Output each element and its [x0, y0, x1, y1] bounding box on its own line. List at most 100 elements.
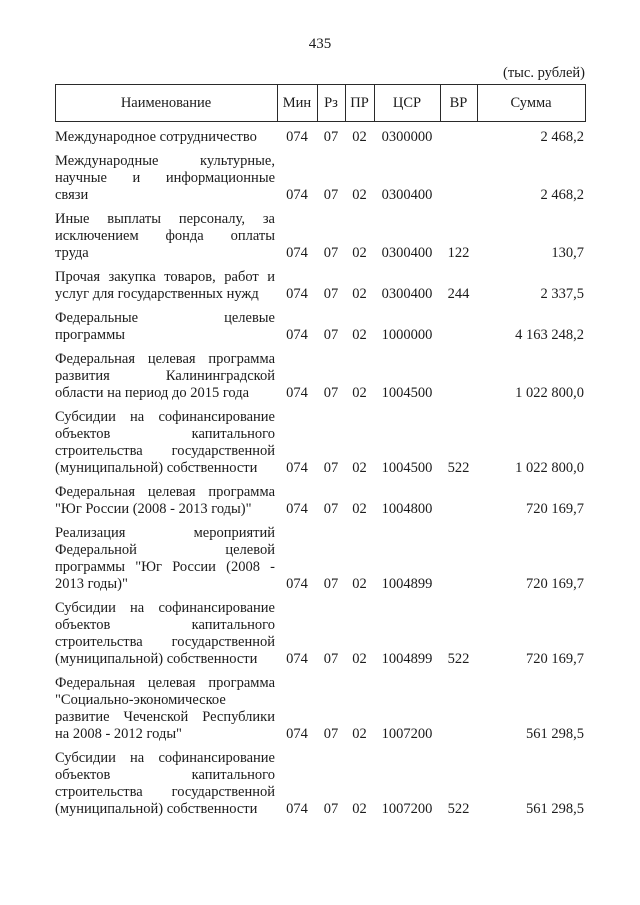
- table-row: Прочая закупка товаров, работ и услуг для…: [55, 262, 585, 303]
- budget-table: Наименование Мин Рз ПР ЦСР ВР Сумма Межд…: [54, 84, 586, 819]
- table-row: Международное сотрудничество 074 07 02 0…: [55, 122, 585, 147]
- table-row: Федеральная целевая программа "Юг России …: [55, 477, 585, 518]
- name-line: Субсидии на софинансирование: [55, 409, 275, 425]
- name-line: области на период до 2015 года: [55, 385, 250, 401]
- name-cell: Иные выплаты персоналу, за исключением фо…: [55, 204, 277, 262]
- sum-cell: 2 337,5: [540, 286, 585, 302]
- name-cell: Федеральная целевая программа "Юг России …: [55, 477, 277, 518]
- name-cell: Федеральные целевые программы: [55, 303, 277, 344]
- name-line: труда: [55, 245, 89, 261]
- min-cell: 074: [286, 801, 308, 817]
- name-line: Международные культурные,: [55, 153, 275, 169]
- min-cell: 074: [286, 245, 308, 261]
- csr-cell: 1004500: [381, 385, 433, 401]
- rz-cell: 07: [323, 460, 339, 476]
- csr-cell: 1004500: [381, 460, 433, 476]
- sum-cell: 2 468,2: [540, 129, 585, 145]
- name-line: развитие Чеченской Республики: [55, 709, 275, 725]
- csr-cell: 1004899: [381, 651, 433, 667]
- vr-cell: 522: [447, 801, 470, 817]
- vr-cell: [440, 303, 477, 344]
- csr-cell: 1007200: [381, 726, 433, 742]
- name-line: услуг для государственных нужд: [55, 286, 259, 302]
- pr-cell: 02: [352, 187, 367, 203]
- table-body: Международное сотрудничество 074 07 02 0…: [55, 122, 585, 819]
- units-note: (тыс. рублей): [503, 65, 585, 81]
- csr-cell: 0300400: [381, 286, 433, 302]
- vr-cell: 244: [447, 286, 470, 302]
- column-header-vr: ВР: [439, 84, 478, 122]
- sum-cell: 720 169,7: [526, 576, 584, 592]
- vr-cell: [440, 146, 477, 204]
- pr-cell: 02: [352, 385, 367, 401]
- sum-cell: 561 298,5: [526, 726, 584, 742]
- csr-cell: 1000000: [381, 327, 433, 343]
- name-cell: Реализация мероприятий Федеральной целево…: [55, 518, 277, 593]
- rz-cell: 07: [323, 576, 339, 592]
- sum-cell: 130,7: [551, 245, 584, 261]
- name-cell: Международное сотрудничество: [55, 122, 277, 147]
- min-cell: 074: [286, 576, 308, 592]
- name-line: Субсидии на софинансирование: [55, 750, 275, 766]
- sum-cell: 561 298,5: [526, 801, 584, 817]
- name-line: программы: [55, 327, 125, 343]
- name-cell: Субсидии на софинансирование объектов кап…: [55, 593, 277, 668]
- vr-cell: 122: [447, 245, 470, 261]
- name-line: 2013 годы)": [55, 576, 128, 592]
- sum-cell: 2 468,2: [540, 187, 585, 203]
- name-line: программы "Юг России (2008 -: [55, 559, 275, 575]
- rz-cell: 07: [323, 187, 339, 203]
- table-row: Иные выплаты персоналу, за исключением фо…: [55, 204, 585, 262]
- min-cell: 074: [286, 385, 308, 401]
- column-header-name: Наименование: [54, 84, 278, 122]
- vr-cell: [440, 344, 477, 402]
- name-line: исключением фонда оплаты: [55, 228, 275, 244]
- csr-cell: 0300400: [381, 187, 433, 203]
- min-cell: 074: [286, 286, 308, 302]
- rz-cell: 07: [323, 801, 339, 817]
- header-row: Наименование Мин Рз ПР ЦСР ВР Сумма: [54, 84, 586, 122]
- name-line: Федеральная целевая программа: [55, 675, 275, 691]
- name-line: научные и информационные: [55, 170, 275, 186]
- name-line: строительства государственной: [55, 784, 275, 800]
- name-line: Федеральная целевая программа: [55, 484, 275, 500]
- name-line: Прочая закупка товаров, работ и: [55, 269, 275, 285]
- pr-cell: 02: [352, 245, 367, 261]
- name-cell: Федеральная целевая программа "Социально-…: [55, 668, 277, 743]
- csr-cell: 1007200: [381, 801, 433, 817]
- sum-cell: 720 169,7: [526, 501, 584, 517]
- rz-cell: 07: [323, 501, 339, 517]
- sum-cell: 1 022 800,0: [515, 385, 584, 401]
- name-line: "Социально-экономическое: [55, 692, 226, 708]
- name-cell: Прочая закупка товаров, работ и услуг для…: [55, 262, 277, 303]
- sum-cell: 4 163 248,2: [515, 327, 584, 343]
- min-cell: 074: [286, 327, 308, 343]
- vr-cell: [440, 477, 477, 518]
- vr-cell: [440, 668, 477, 743]
- rz-cell: 07: [323, 726, 339, 742]
- name-cell: Субсидии на софинансирование объектов кап…: [55, 402, 277, 477]
- rz-cell: 07: [323, 327, 339, 343]
- page-number: 435: [308, 36, 332, 52]
- table-row: Субсидии на софинансирование объектов кап…: [55, 593, 585, 668]
- table-row: Федеральная целевая программа "Социально-…: [55, 668, 585, 743]
- name-line: объектов капитального: [55, 426, 275, 442]
- min-cell: 074: [286, 726, 308, 742]
- pr-cell: 02: [352, 801, 367, 817]
- column-header-min: Мин: [276, 84, 318, 122]
- csr-cell: 1004899: [381, 576, 433, 592]
- vr-cell: 522: [447, 460, 470, 476]
- csr-cell: 0300000: [381, 129, 433, 145]
- name-cell: Федеральная целевая программа развития Ка…: [55, 344, 277, 402]
- rz-cell: 07: [323, 245, 339, 261]
- rz-cell: 07: [323, 129, 339, 145]
- column-header-csr: ЦСР: [373, 84, 441, 122]
- column-header-rz: Рз: [316, 84, 346, 122]
- name-line: связи: [55, 187, 89, 203]
- min-cell: 074: [286, 651, 308, 667]
- table-row: Федеральная целевая программа развития Ка…: [55, 344, 585, 402]
- vr-cell: 522: [447, 651, 470, 667]
- min-cell: 074: [286, 187, 308, 203]
- column-header-pr: ПР: [344, 84, 375, 122]
